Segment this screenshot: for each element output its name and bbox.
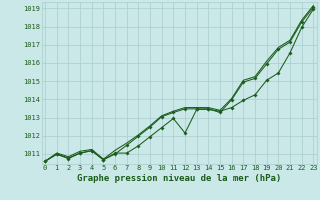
- X-axis label: Graphe pression niveau de la mer (hPa): Graphe pression niveau de la mer (hPa): [77, 174, 281, 183]
